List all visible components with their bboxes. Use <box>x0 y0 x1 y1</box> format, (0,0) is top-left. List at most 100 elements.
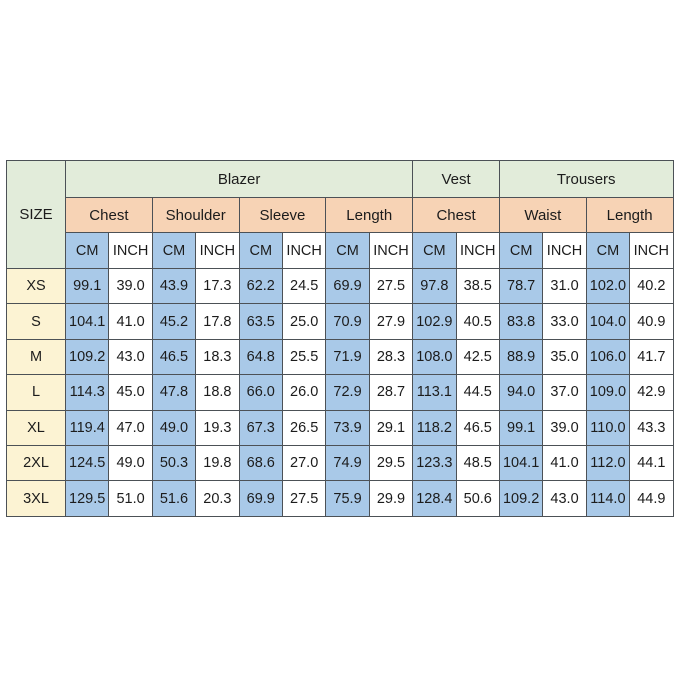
cm-value-cell: 104.1 <box>498 444 544 482</box>
cm-value-cell: 51.6 <box>151 480 197 517</box>
table-row: S 104.1 41.0 45.2 17.8 63.5 25.0 70.9 27.9 102.9 4… <box>6 303 674 340</box>
inch-value-cell: 29.9 <box>368 480 414 517</box>
group-header-row: SIZE Blazer Vest Trousers <box>6 160 674 269</box>
cm-value-cell: 43.9 <box>151 267 197 305</box>
size-cell: 3XL <box>6 480 66 517</box>
cm-value-cell: 63.5 <box>238 303 283 340</box>
inch-value-cell: 20.3 <box>195 480 240 517</box>
inch-value-cell: 43.0 <box>542 480 587 517</box>
table-row: XL 119.4 47.0 49.0 19.3 67.3 26.5 73.9 29.1 118.2… <box>6 409 674 446</box>
cm-value-cell: 70.9 <box>325 303 370 340</box>
inch-value-cell: 39.0 <box>108 267 153 305</box>
size-cell: M <box>6 338 66 376</box>
cm-value-cell: 45.2 <box>151 303 197 340</box>
measure-header-row: Chest Shoulder Sleeve Length Chest Waist… <box>7 197 674 233</box>
inch-value-cell: 47.0 <box>108 409 153 446</box>
cm-value-cell: 112.0 <box>585 444 631 482</box>
cm-value-cell: 94.0 <box>498 374 544 411</box>
measure-header-blazer-chest: Chest <box>65 197 153 233</box>
cm-value-cell: 67.3 <box>238 409 283 446</box>
inch-value-cell: 40.9 <box>629 303 674 340</box>
cm-value-cell: 106.0 <box>585 338 631 376</box>
unit-header-inch: INCH <box>455 232 500 269</box>
table-row: L 114.3 45.0 47.8 18.8 66.0 26.0 72.9 28.7 113.1 4… <box>6 374 674 411</box>
inch-value-cell: 25.5 <box>281 338 327 376</box>
cm-value-cell: 47.8 <box>151 374 197 411</box>
inch-value-cell: 27.5 <box>368 267 414 305</box>
measure-header-trousers-length: Length <box>585 197 674 233</box>
inch-value-cell: 43.3 <box>629 409 674 446</box>
cm-value-cell: 123.3 <box>412 444 457 482</box>
inch-value-cell: 25.0 <box>281 303 327 340</box>
inch-value-cell: 24.5 <box>281 267 327 305</box>
inch-value-cell: 29.5 <box>368 444 414 482</box>
measure-header-blazer-length: Length <box>325 197 414 233</box>
size-cell: XS <box>6 267 66 305</box>
inch-value-cell: 43.0 <box>108 338 153 376</box>
unit-header-inch: INCH <box>195 232 240 269</box>
inch-value-cell: 19.3 <box>195 409 240 446</box>
cm-value-cell: 109.2 <box>64 338 110 376</box>
inch-value-cell: 27.9 <box>368 303 414 340</box>
cm-value-cell: 69.9 <box>325 267 370 305</box>
inch-value-cell: 17.8 <box>195 303 240 340</box>
cm-value-cell: 75.9 <box>325 480 370 517</box>
cm-value-cell: 99.1 <box>64 267 110 305</box>
unit-header-cm: CM <box>325 232 370 269</box>
table-row: 3XL 129.5 51.0 51.6 20.3 69.9 27.5 75.9 29.9 128.… <box>6 480 674 517</box>
inch-value-cell: 29.1 <box>368 409 414 446</box>
inch-value-cell: 26.5 <box>281 409 327 446</box>
cm-value-cell: 71.9 <box>325 338 370 376</box>
cm-value-cell: 46.5 <box>151 338 197 376</box>
inch-value-cell: 51.0 <box>108 480 153 517</box>
cm-value-cell: 62.2 <box>238 267 283 305</box>
cm-value-cell: 113.1 <box>412 374 457 411</box>
cm-value-cell: 104.1 <box>64 303 110 340</box>
inch-value-cell: 42.9 <box>629 374 674 411</box>
size-chart-table: SIZE Blazer Vest Trousers Chest Shoulder… <box>6 160 674 517</box>
inch-value-cell: 49.0 <box>108 444 153 482</box>
inch-value-cell: 18.3 <box>195 338 240 376</box>
cm-value-cell: 118.2 <box>412 409 457 446</box>
group-header-trousers: Trousers <box>498 160 674 198</box>
cm-value-cell: 102.0 <box>585 267 631 305</box>
cm-value-cell: 114.0 <box>585 480 631 517</box>
size-cell: XL <box>6 409 66 446</box>
cm-value-cell: 128.4 <box>412 480 457 517</box>
cm-value-cell: 114.3 <box>64 374 110 411</box>
cm-value-cell: 68.6 <box>238 444 283 482</box>
cm-value-cell: 64.8 <box>238 338 283 376</box>
inch-value-cell: 41.0 <box>108 303 153 340</box>
cm-value-cell: 50.3 <box>151 444 197 482</box>
inch-value-cell: 17.3 <box>195 267 240 305</box>
unit-header-inch: INCH <box>368 232 414 269</box>
cm-value-cell: 108.0 <box>412 338 457 376</box>
inch-value-cell: 31.0 <box>542 267 587 305</box>
cm-value-cell: 109.0 <box>585 374 631 411</box>
inch-value-cell: 46.5 <box>455 409 500 446</box>
cm-value-cell: 88.9 <box>498 338 544 376</box>
table-row: 2XL 124.5 49.0 50.3 19.8 68.6 27.0 74.9 29.5 123.… <box>6 444 674 482</box>
inch-value-cell: 28.7 <box>368 374 414 411</box>
unit-header-cm: CM <box>64 232 110 269</box>
cm-value-cell: 104.0 <box>585 303 631 340</box>
cm-value-cell: 124.5 <box>64 444 110 482</box>
table-body: XS 99.1 39.0 43.9 17.3 62.2 24.5 69.9 27.5 97.8 38… <box>6 267 674 517</box>
inch-value-cell: 39.0 <box>542 409 587 446</box>
inch-value-cell: 28.3 <box>368 338 414 376</box>
group-header-blazer: Blazer <box>64 160 414 198</box>
cm-value-cell: 74.9 <box>325 444 370 482</box>
inch-value-cell: 19.8 <box>195 444 240 482</box>
inch-value-cell: 50.6 <box>455 480 500 517</box>
inch-value-cell: 27.5 <box>281 480 327 517</box>
measure-header-vest-chest: Chest <box>412 197 500 233</box>
table-row: M 109.2 43.0 46.5 18.3 64.8 25.5 71.9 28.3 108.0 4… <box>6 338 674 376</box>
inch-value-cell: 44.9 <box>629 480 674 517</box>
cm-value-cell: 69.9 <box>238 480 283 517</box>
size-column-header: SIZE <box>6 160 66 269</box>
unit-header-inch: INCH <box>108 232 153 269</box>
cm-value-cell: 97.8 <box>412 267 457 305</box>
unit-header-cm: CM <box>151 232 197 269</box>
cm-value-cell: 109.2 <box>498 480 544 517</box>
